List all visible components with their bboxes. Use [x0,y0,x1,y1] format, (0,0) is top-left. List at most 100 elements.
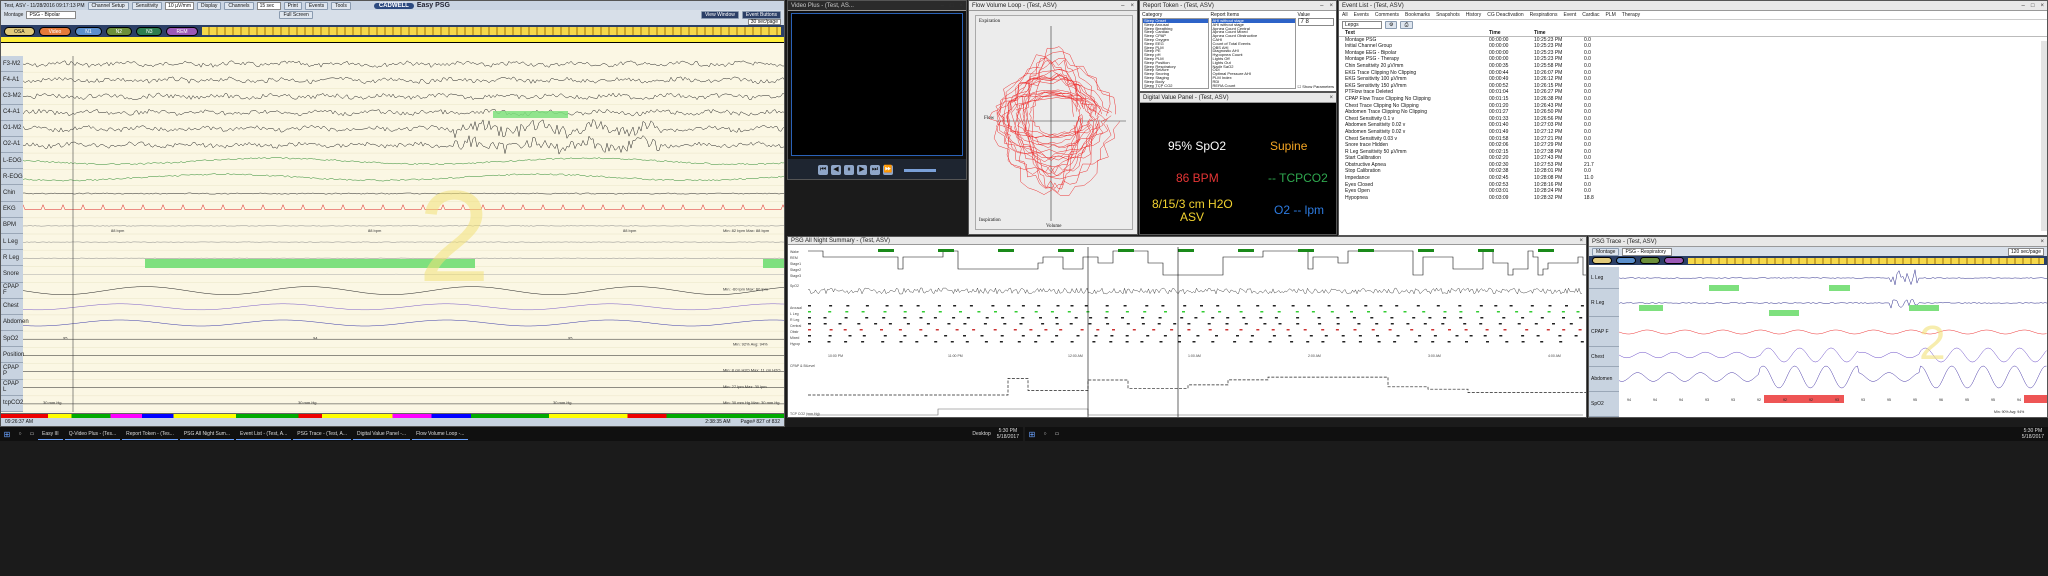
channel-label[interactable]: Position [1,347,24,364]
close-icon[interactable]: × [2040,2,2044,9]
print-button[interactable]: Print [283,1,302,10]
taskbar-app[interactable]: Report Token - (Tes... [122,428,178,440]
forward-icon[interactable]: ⏭ [870,165,880,175]
taskbar-app[interactable]: PSG All Night Sum... [179,428,234,440]
event-row[interactable]: Initial Channel Group 00:00:00 10:25:23 PM… [1339,43,2047,50]
summary-chart[interactable]: Wake REM Stage1 Stage2 Stage3 SpO2 Arousal L Le… [788,245,1587,417]
header-time[interactable]: Time [1489,30,1501,36]
report-item[interactable]: Count of Total Events [1212,40,1251,46]
psg-trace-area[interactable]: 88 bpm 88 bpm 88 bpm Min: 82 bpm Max: 88 bp… [23,56,785,412]
channel-setup-button[interactable]: Channel Setup [87,1,129,10]
category-item[interactable]: Sleep EEG [1144,40,1164,46]
hypopnea-event-bar-2[interactable] [763,259,785,268]
event-row[interactable]: Snore trace Hidden 00:02:06 10:27:29 PM 0.0 [1339,142,2047,149]
category-item[interactable]: Sleep CPAP [1144,33,1166,39]
tab-n3[interactable]: N3 [136,26,163,36]
sensitivity-button[interactable]: Sensitivity [131,1,163,10]
event-tab[interactable]: Respirations [1529,12,1558,18]
event-marker[interactable] [1829,285,1850,291]
event-row[interactable]: Start Calibration 00:02:20 10:27:43 PM 0.0 [1339,155,2047,162]
channel-label[interactable]: Abdomen [1,314,29,332]
category-item[interactable]: Split Night [1144,86,1163,89]
channel-trace[interactable] [23,118,785,139]
channel-trace[interactable] [23,76,785,85]
event-marker[interactable] [1709,285,1739,291]
search-icon-2[interactable]: ○ [1043,431,1047,437]
category-list[interactable]: Sleep Onset Sleep Arousal Sleep Breathing S… [1142,18,1209,89]
trace2-event-strip[interactable] [1688,257,2044,264]
fullscreen-button[interactable]: Full Screen [279,10,313,19]
event-row[interactable]: Chest Sensitivity 0.1 v 00:01:33 10:26:56 … [1339,116,2047,123]
channel-label[interactable]: F4-A1 [1,72,23,89]
report-item[interactable]: Apnea Count Central [1212,25,1250,31]
trace2-montage-select[interactable]: PSG - Respiratory [1622,247,1673,256]
channel-label[interactable]: Snore [1,266,23,283]
event-row[interactable]: Montage EEG - Bipolar 00:00:00 10:25:23 PM… [1339,50,2047,57]
tab-n1[interactable]: N1 [75,26,102,36]
event-row[interactable]: Abdomen Trace Clipping No Clipping 00:01:… [1339,109,2047,116]
taskbar-app[interactable]: Easy III [38,428,63,440]
close-icon[interactable]: × [2040,238,2044,245]
hypnogram-strip[interactable] [1,414,784,418]
channel-trace[interactable] [23,303,785,311]
channel-trace[interactable] [23,273,785,275]
event-row[interactable]: PTFlow trace Deleted 00:01:04 10:26:27 PM 0… [1339,89,2047,96]
minimize-icon[interactable]: – [1121,2,1125,9]
trace2-channel-label[interactable]: L Leg [1589,267,1619,289]
report-item[interactable]: Nadir SaO2 [1212,63,1234,69]
event-marker[interactable] [1639,305,1663,311]
task-view-icon-2[interactable]: ▭ [1054,431,1060,437]
trace2-channel-label[interactable]: R Leg [1589,289,1619,317]
event-row[interactable]: Montage PSG 00:00:00 10:25:23 PM 0.0 [1339,37,2047,44]
taskbar-app[interactable]: PSG Trace - (Test, A... [293,428,351,440]
cpap-flow-trace[interactable] [1619,329,2047,335]
rewind-icon[interactable]: ◀ [831,165,841,175]
minimize-icon[interactable]: – [2021,2,2025,9]
play-icon[interactable]: ▶ [857,165,867,175]
category-item[interactable]: Sleep Staging [1144,74,1169,80]
category-item[interactable]: Sleep pH [1144,52,1161,58]
trace2-tab[interactable] [1664,257,1684,264]
category-item[interactable]: Sleep PLM [1144,44,1164,50]
category-item[interactable]: Sleep TCP CO2 [1144,82,1173,88]
event-tab[interactable]: Therapy [1621,12,1641,18]
event-row[interactable]: Chin Sensitivity 20 µV/mm 00:00:35 10:25:5… [1339,63,2047,70]
category-item[interactable]: Sleep Breathing [1144,25,1173,31]
channel-trace[interactable] [23,108,785,117]
event-marker[interactable] [1909,305,1939,311]
event-tab[interactable]: Events [1353,12,1369,18]
channel-trace[interactable] [23,286,785,295]
sensitivity-field[interactable]: 10 µV/mm [165,1,195,10]
channel-trace[interactable] [23,319,785,327]
channel-trace[interactable] [23,157,785,166]
channel-label[interactable]: R Leg [1,250,23,267]
event-row[interactable]: Abdomen Sensitivity 0.02 v 00:01:49 10:27:… [1339,129,2047,136]
channel-trace[interactable] [23,92,785,101]
trace2-area[interactable]: 94 94 94 93 93 92 92 92 93 93 95 95 96 95 95 94 Min: 90%… [1619,267,2047,417]
event-row[interactable]: CPAP Flow Trace Clipping No Clipping 00:0… [1339,96,2047,103]
effort-trace[interactable] [1619,365,2047,389]
spo2-trend[interactable] [807,287,1583,295]
minimize-icon[interactable]: – [940,2,944,9]
channel-trace[interactable] [23,257,785,259]
category-item[interactable]: Sleep Seizure [1144,67,1169,73]
category-item[interactable]: Sleep Arousal [1144,21,1169,27]
tab-n2[interactable]: N2 [105,26,133,36]
channel-label[interactable]: CPAP P [1,363,23,380]
report-item[interactable]: Lights Out [1212,59,1231,65]
report-item[interactable]: RDI [1212,78,1220,84]
event-row[interactable]: EKG Sensitivity 150 µV/mm 00:00:52 10:26:1… [1339,83,2047,90]
event-tab[interactable]: All [1342,12,1348,18]
channel-trace[interactable] [23,135,785,155]
close-icon[interactable]: × [1329,2,1333,9]
report-item[interactable]: OBS AHI [1212,44,1229,50]
tab-osa[interactable]: OSA [4,26,35,36]
category-item[interactable]: Sleep Body [1144,78,1165,84]
trace2-channel-label[interactable]: SpO2 [1589,392,1619,417]
category-item[interactable]: Sleep Respiratory [1144,63,1176,69]
taskbar-app[interactable]: Digital Value Panel -... [352,428,411,440]
pause-icon[interactable]: ⏸ [844,165,854,175]
events-button[interactable]: Events [304,1,329,10]
report-item[interactable]: Diagnostic AHI [1212,48,1239,54]
taskbar-app[interactable]: Flow Volume Loop -... [412,428,469,440]
